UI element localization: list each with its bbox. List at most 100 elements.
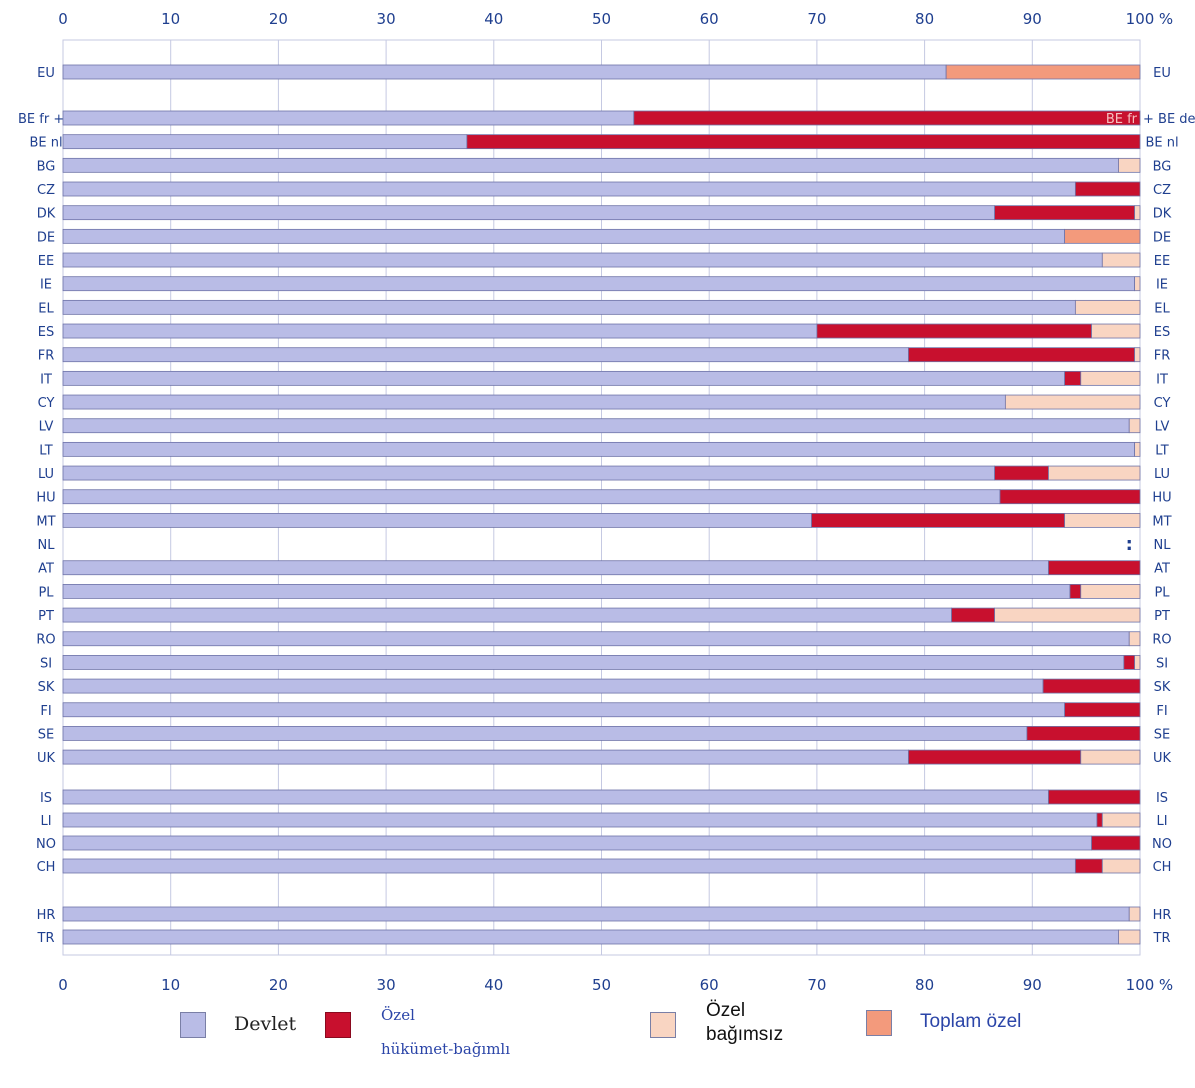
bar-segment [62,584,1071,599]
x-tick-label-top: 0 [58,10,68,28]
bar-segment [1064,370,1082,386]
row-label-right: RO [1152,633,1171,648]
bar-segment [62,394,1006,410]
row-label-right: CH [1153,860,1172,875]
x-tick-label-bottom: 30 [377,976,396,994]
legend-item-devlet: Devlet [180,1012,296,1038]
row-label-right: EE [1154,254,1170,269]
row-label-right: PL [1154,585,1170,600]
bar-segment [1134,276,1141,292]
bar-segment [62,858,1076,874]
row-label-left: FR [38,349,55,364]
row-label-right: MT [1152,514,1171,529]
x-unit-label-top: % [1159,10,1173,28]
bar-segment [994,465,1049,481]
row-label-left: DK [37,207,56,222]
row-label-right: BG [1153,159,1172,174]
bar-segment [62,64,947,80]
row-label-right: EU [1153,66,1171,81]
bar-segment [62,906,1130,922]
legend-label-toplam-ozel: Toplam özel [920,1011,1022,1032]
bar-inline-label: BE fr [1106,112,1138,127]
x-tick-label-bottom: 60 [700,976,719,994]
bar-segment [994,607,1141,623]
row-label-left: DE [37,230,55,245]
x-tick-label-top: 20 [269,10,288,28]
row-label-left: SI [40,656,52,671]
bar-segment [1128,418,1141,434]
row-label-left: TR [37,931,55,946]
row-label-left: HR [37,908,56,923]
row-label-right: EL [1154,301,1170,316]
bar-segment [1064,228,1141,244]
x-tick-label-top: 70 [807,10,826,28]
legend-swatch-devlet [180,1012,206,1038]
bar-segment [62,181,1076,197]
x-tick-label-top: 10 [161,10,180,28]
bar-segment [1134,655,1141,670]
bar-segment [1134,441,1141,457]
bar-segment [908,347,1136,363]
row-label-right: LI [1156,814,1167,829]
bar-segment [1128,906,1141,922]
bar-segment [1074,181,1141,197]
bar-segment [1026,726,1141,741]
bar-segment [1134,347,1141,363]
x-tick-label-bottom: 40 [484,976,503,994]
x-tick-label-top: 30 [377,10,396,28]
row-label-left: LT [39,443,52,458]
bar-segment [62,789,1049,805]
bar-segment [62,749,909,765]
bar-segment [633,110,1141,126]
bar-segment [1091,835,1141,851]
bar-segment [1091,323,1141,339]
bar-segment [62,812,1098,828]
bar-segment [62,607,952,623]
row-label-left: SE [38,727,54,742]
row-label-left: NO [36,837,56,852]
row-label-left: LI [40,814,51,829]
row-label-right: HR [1153,908,1172,923]
row-label-right: FI [1156,704,1167,719]
row-label-right: AT [1154,562,1170,577]
row-label-left: EE [38,254,54,269]
row-label-right: SE [1154,727,1170,742]
bar-segment [1134,205,1141,221]
bar-segment [1123,655,1136,670]
x-tick-label-bottom: 80 [915,976,934,994]
bar-segment [62,465,996,481]
row-label-left: PL [38,585,54,600]
bar-segment [62,252,1103,268]
bar-segment [62,631,1130,647]
row-label-right: LV [1155,420,1170,435]
row-label-left: EU [37,66,55,81]
row-label-right: LT [1155,443,1168,458]
bar-segment [1080,749,1141,765]
row-label-right: IS [1156,791,1168,806]
row-label-right: NO [1152,837,1172,852]
bar-segment [1042,678,1141,694]
row-label-right: BE nl [1145,136,1178,151]
row-label-left: MT [36,514,55,529]
bar-segment [1101,858,1141,874]
x-tick-label-top: 80 [915,10,934,28]
x-tick-label-top: 90 [1023,10,1042,28]
bar-segment [1048,560,1141,576]
row-label-left: FI [40,704,51,719]
legend-swatch-ozel-bagimsiz [650,1012,676,1038]
row-label-right: CZ [1153,183,1171,198]
row-label-left: LV [39,420,54,435]
bar-segment [999,489,1141,505]
bar-segment [1004,394,1141,410]
bar-segment [62,205,996,221]
bar-segment [1118,157,1141,173]
x-tick-label-bottom: 90 [1023,976,1042,994]
bar-segment [62,418,1130,434]
legend-item-ozel-bagimsiz: Özel bağımsız [650,1000,783,1045]
row-label-left: IT [40,372,52,387]
stacked-bar-chart: 0 0 10 10 20 20 30 30 40 40 50 50 60 60 70 70 80 80 90 90 10… [18,10,1195,994]
row-label-right: LU [1154,467,1170,482]
bar-segment [1128,631,1141,647]
row-label-right: IT [1156,372,1168,387]
bar-segment [951,607,996,623]
